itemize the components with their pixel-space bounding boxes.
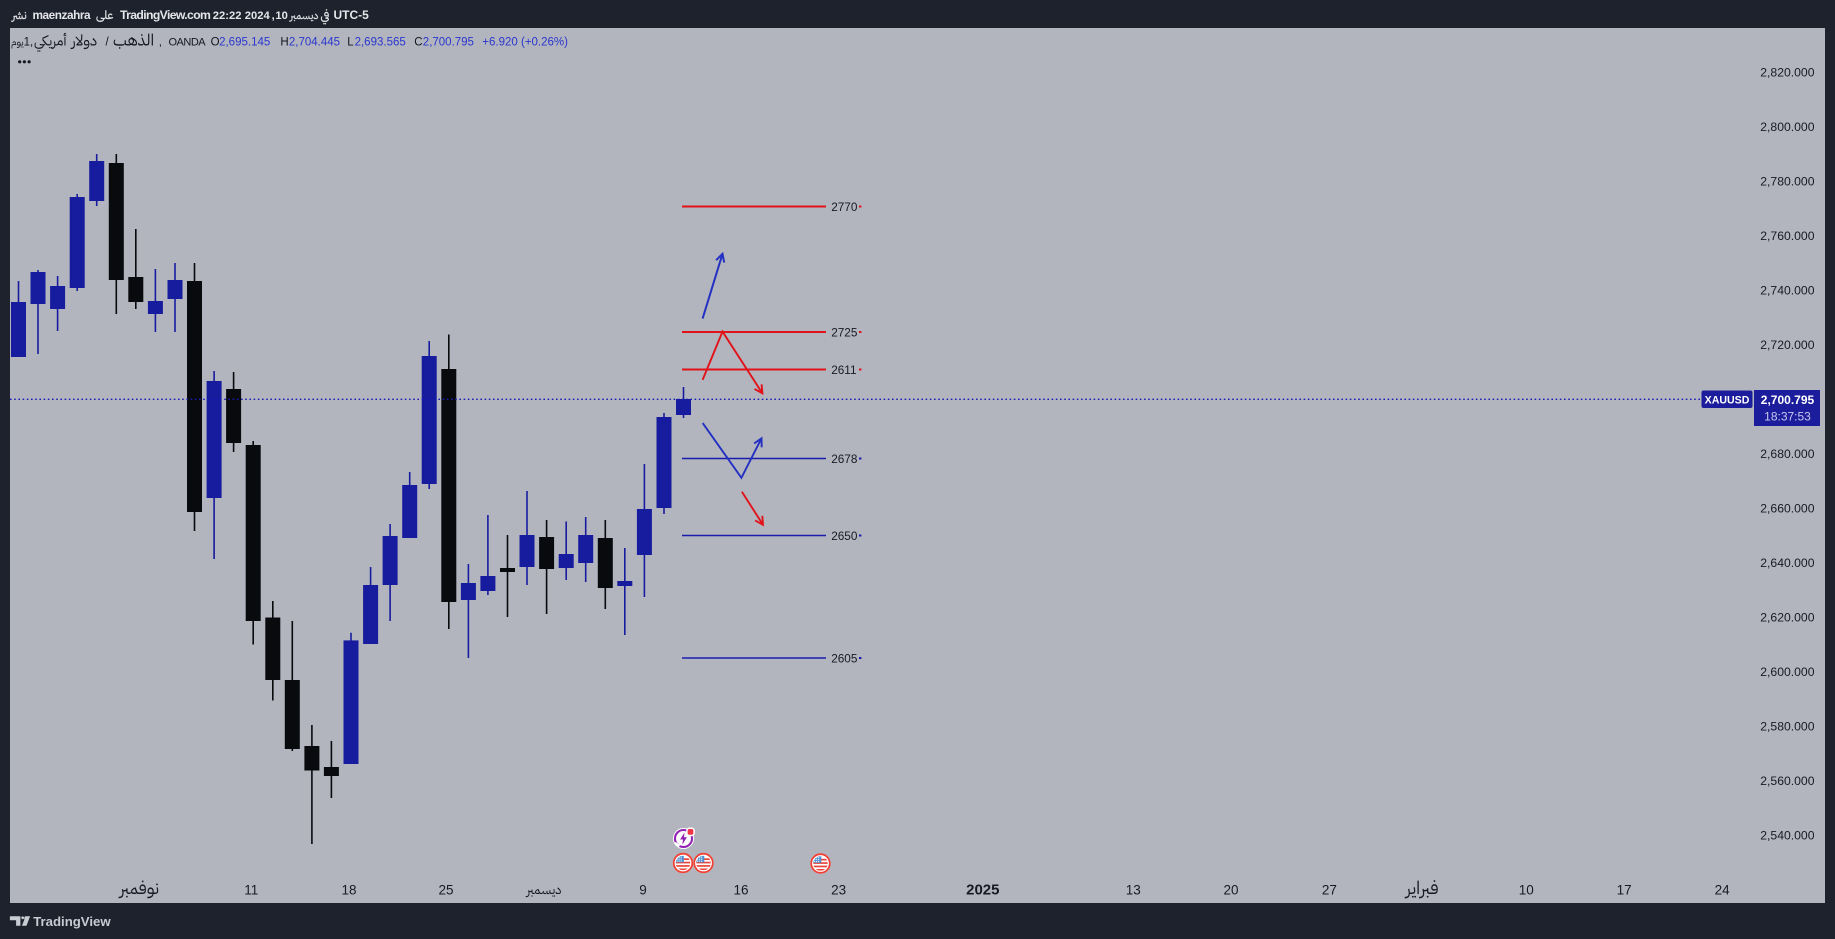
svg-text:H: H [280,37,288,49]
svg-text:18: 18 [341,883,356,898]
svg-text:2678: 2678 [831,452,858,466]
svg-text:17: 17 [1617,883,1632,898]
svg-text:C: C [414,37,422,49]
svg-text:1,: 1, [24,37,34,49]
svg-text:11: 11 [244,883,258,898]
svg-text:2,695.145: 2,695.145 [219,37,270,49]
svg-text:2,640.000: 2,640.000 [1760,556,1814,570]
svg-text:2,800.000: 2,800.000 [1760,120,1814,134]
svg-text:2611: 2611 [831,363,856,377]
svg-text:2770: 2770 [831,200,858,214]
svg-text:2,540.000: 2,540.000 [1760,828,1814,842]
svg-text:,: , [159,37,162,49]
svg-text:2025: 2025 [966,882,999,899]
svg-text:2,600.000: 2,600.000 [1760,665,1814,679]
svg-text:2,560.000: 2,560.000 [1760,774,1814,788]
svg-text:23: 23 [831,883,846,898]
svg-text:TradingView: TradingView [33,914,111,929]
svg-text:2,620.000: 2,620.000 [1760,610,1814,624]
svg-text:maenzahra: maenzahra [33,8,91,22]
svg-text:13: 13 [1126,883,1141,898]
svg-text:,: , [272,10,275,22]
svg-text:2,820.000: 2,820.000 [1760,65,1814,79]
svg-text:2,660.000: 2,660.000 [1760,501,1814,515]
svg-text:2,580.000: 2,580.000 [1760,719,1814,733]
svg-text:18:37:53: 18:37:53 [1764,410,1811,424]
svg-text:16: 16 [733,883,748,898]
svg-text:20: 20 [1223,883,1238,898]
svg-text:TradingView.com: TradingView.com [120,8,211,22]
svg-text:+6.920 (+0.26%): +6.920 (+0.26%) [482,37,568,49]
svg-text:2,700.795: 2,700.795 [1761,393,1815,407]
svg-text:25: 25 [438,883,453,898]
svg-text:22:22: 22:22 [213,10,242,22]
svg-text:9: 9 [639,883,647,898]
svg-text:2,700.795: 2,700.795 [423,37,474,49]
svg-text:2,740.000: 2,740.000 [1760,283,1814,297]
svg-text:2,720.000: 2,720.000 [1760,338,1814,352]
svg-text:OANDA: OANDA [169,37,207,49]
svg-text:O: O [211,37,220,49]
svg-text:2,704.445: 2,704.445 [289,37,340,49]
svg-text:L: L [347,37,354,49]
svg-text:2650: 2650 [831,529,858,543]
svg-text:2,780.000: 2,780.000 [1760,174,1814,188]
svg-text:2,693.565: 2,693.565 [355,37,406,49]
svg-text:10: 10 [1519,883,1534,898]
svg-text:27: 27 [1322,883,1337,898]
svg-text:24: 24 [1715,883,1731,898]
svg-text:UTC-5: UTC-5 [334,8,370,22]
svg-text:2024: 2024 [245,10,271,22]
svg-text:2,680.000: 2,680.000 [1760,447,1814,461]
svg-text:2605: 2605 [831,651,858,665]
svg-text:2725: 2725 [831,325,858,339]
svg-text:10: 10 [275,10,287,22]
svg-text:2,760.000: 2,760.000 [1760,229,1814,243]
svg-text:/: / [106,37,110,49]
svg-text:XAUUSD: XAUUSD [1705,394,1750,406]
